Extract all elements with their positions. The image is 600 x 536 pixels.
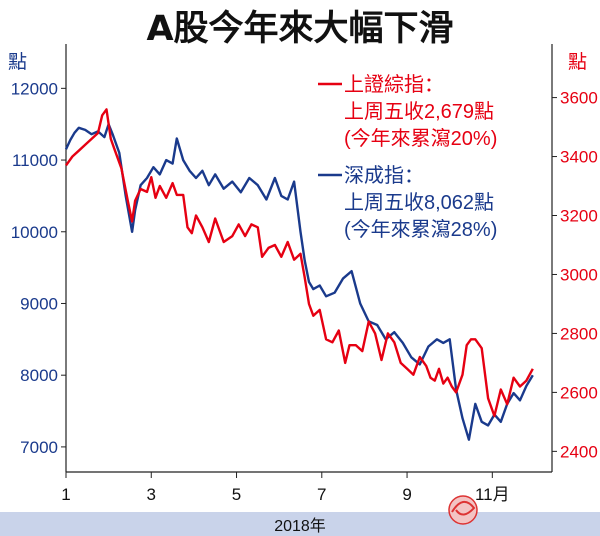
legend-shenzhen-line2: (今年來累瀉28%) (344, 218, 497, 241)
left-tick-label: 9000 (20, 294, 58, 313)
right-tick-label: 3200 (560, 207, 598, 226)
left-tick-label: 12000 (11, 79, 58, 98)
x-tick-label: 9 (402, 485, 411, 504)
right-tick-label: 2400 (560, 442, 598, 461)
left-tick-label: 7000 (20, 438, 58, 457)
right-axis-unit: 點 (568, 51, 587, 73)
legend: 上證綜指： 上周五收2,679點 (今年來累瀉20%) 深成指： 上周五收8,0… (318, 73, 497, 241)
logo-swirl-icon (451, 501, 476, 516)
grid-and-ticks: 7000 8000 9000 10000 11000 12000 2400 2600 2800 3… (11, 44, 598, 504)
x-tick-label: 7 (317, 485, 326, 504)
series-shenzhen-line (64, 122, 534, 441)
x-tick-label: 3 (147, 485, 156, 504)
chart-title: A股今年來大幅下滑 (146, 9, 453, 49)
x-tick-label: 5 (232, 485, 241, 504)
right-tick-label: 2600 (560, 383, 598, 402)
x-tick-label: 1 (61, 485, 70, 504)
right-tick-label: 2800 (560, 324, 598, 343)
legend-shanghai-line1: 上周五收2,679點 (344, 100, 494, 123)
legend-shenzhen-name: 深成指： (344, 164, 424, 187)
left-tick-label: 8000 (20, 366, 58, 385)
left-axis-unit: 點 (8, 51, 27, 73)
series-lines (64, 108, 534, 441)
right-tick-label: 3400 (560, 148, 598, 167)
legend-shenzhen-line1: 上周五收8,062點 (344, 191, 494, 214)
xaxis-band (0, 512, 600, 536)
legend-shanghai-name: 上證綜指： (344, 73, 444, 96)
left-axis: 點 (8, 51, 27, 73)
right-tick-label: 3600 (560, 89, 598, 108)
left-tick-label: 11000 (12, 151, 58, 170)
series-shanghai-line (65, 108, 534, 418)
x-tick-label: 11月 (475, 485, 510, 504)
left-tick-label: 10000 (11, 223, 58, 242)
right-tick-label: 3000 (560, 265, 598, 284)
x-axis-label: 2018年 (274, 517, 326, 535)
right-axis: 點 (568, 51, 587, 73)
legend-shanghai-line2: (今年來累瀉20%) (344, 127, 497, 150)
publisher-logo (448, 495, 478, 525)
